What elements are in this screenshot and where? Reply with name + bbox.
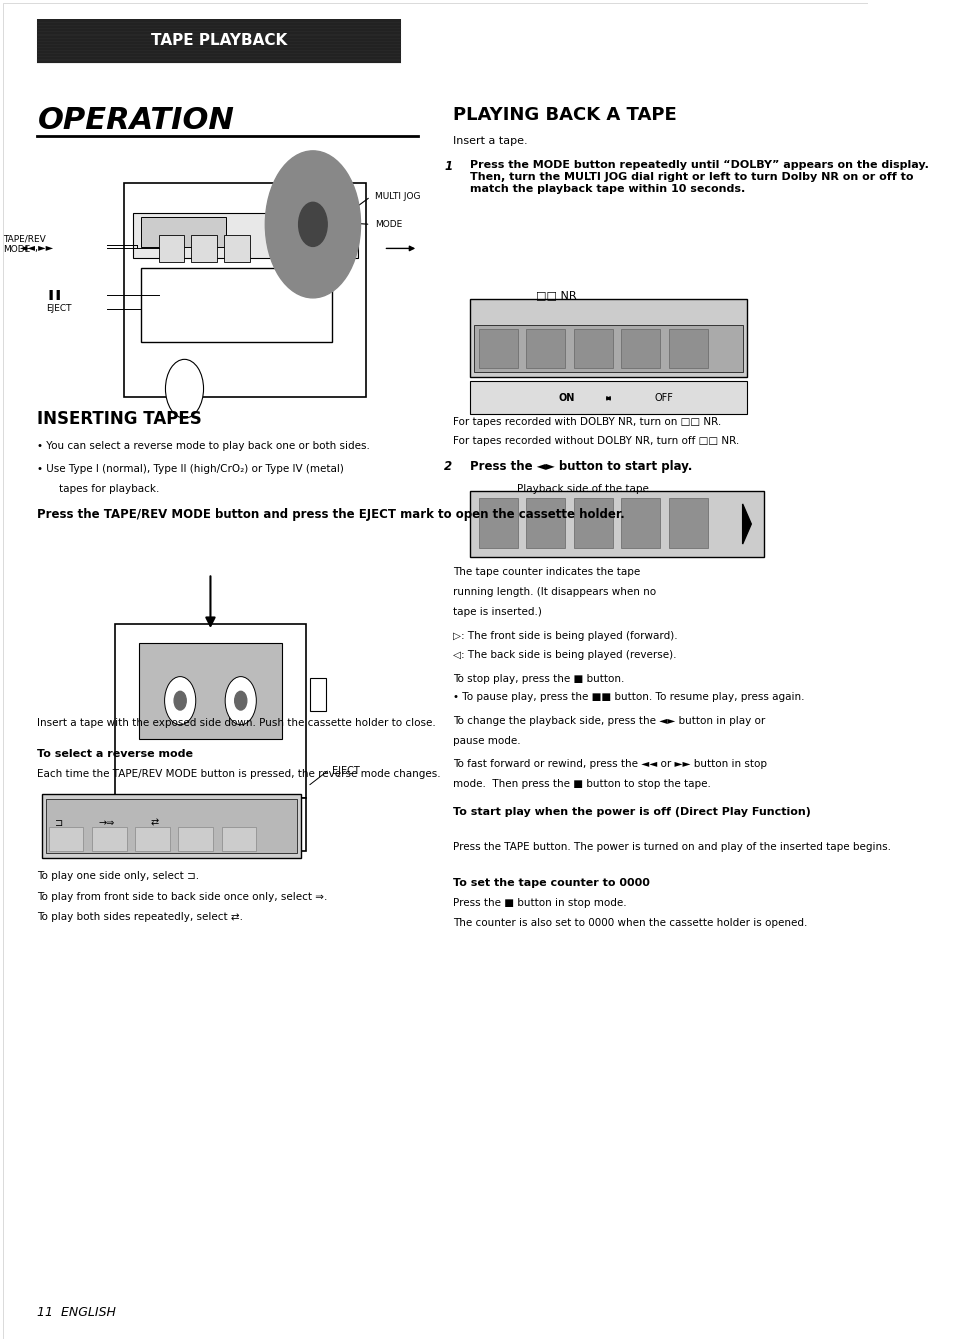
- FancyBboxPatch shape: [135, 827, 170, 851]
- Text: • To pause play, press the ■■ button. To resume play, press again.: • To pause play, press the ■■ button. To…: [453, 692, 803, 702]
- Text: OFF: OFF: [654, 393, 673, 404]
- FancyBboxPatch shape: [141, 268, 332, 342]
- FancyBboxPatch shape: [37, 19, 400, 63]
- FancyBboxPatch shape: [526, 498, 564, 548]
- Text: mode.  Then press the ■ button to stop the tape.: mode. Then press the ■ button to stop th…: [453, 780, 710, 789]
- Text: PLAYING BACK A TAPE: PLAYING BACK A TAPE: [453, 106, 676, 123]
- FancyBboxPatch shape: [478, 498, 517, 548]
- FancyBboxPatch shape: [474, 325, 741, 372]
- FancyBboxPatch shape: [42, 794, 301, 858]
- Text: ◁: The back side is being played (reverse).: ◁: The back side is being played (revers…: [453, 650, 676, 660]
- Text: ◄◄,►►: ◄◄,►►: [20, 243, 56, 254]
- Text: EJECT: EJECT: [46, 305, 71, 313]
- FancyBboxPatch shape: [115, 798, 305, 851]
- Text: Insert a tape with the exposed side down. Push the cassette holder to close.: Insert a tape with the exposed side down…: [37, 718, 436, 727]
- FancyBboxPatch shape: [470, 299, 746, 377]
- FancyBboxPatch shape: [574, 329, 612, 368]
- Text: 1: 1: [444, 161, 452, 173]
- Text: Insert a tape.: Insert a tape.: [453, 137, 527, 146]
- Text: Each time the TAPE/REV MODE button is pressed, the reverse mode changes.: Each time the TAPE/REV MODE button is pr…: [37, 769, 440, 778]
- Text: □□ NR: □□ NR: [536, 290, 577, 301]
- FancyBboxPatch shape: [526, 329, 564, 368]
- FancyBboxPatch shape: [46, 800, 296, 852]
- FancyBboxPatch shape: [139, 643, 281, 739]
- Circle shape: [225, 676, 256, 725]
- FancyBboxPatch shape: [470, 491, 763, 557]
- Text: 11  ENGLISH: 11 ENGLISH: [37, 1306, 116, 1319]
- Text: Playback side of the tape: Playback side of the tape: [517, 484, 648, 494]
- FancyBboxPatch shape: [470, 381, 746, 415]
- Circle shape: [165, 360, 203, 419]
- Circle shape: [298, 203, 327, 247]
- Text: To stop play, press the ■ button.: To stop play, press the ■ button.: [453, 674, 623, 683]
- Text: running length. (It disappears when no: running length. (It disappears when no: [453, 586, 656, 597]
- Text: • You can select a reverse mode to play back one or both sides.: • You can select a reverse mode to play …: [37, 442, 370, 451]
- Text: tape is inserted.): tape is inserted.): [453, 607, 541, 617]
- Text: • Use Type I (normal), Type II (high/CrO₂) or Type IV (metal): • Use Type I (normal), Type II (high/CrO…: [37, 464, 344, 474]
- Circle shape: [174, 691, 186, 710]
- Text: pause mode.: pause mode.: [453, 737, 519, 746]
- Text: The counter is also set to 0000 when the cassette holder is opened.: The counter is also set to 0000 when the…: [453, 918, 806, 929]
- Text: ⊐: ⊐: [55, 817, 63, 828]
- FancyBboxPatch shape: [132, 213, 357, 258]
- Text: To play both sides repeatedly, select ⇄.: To play both sides repeatedly, select ⇄.: [37, 911, 243, 922]
- FancyBboxPatch shape: [620, 498, 659, 548]
- Text: For tapes recorded without DOLBY NR, turn off □□ NR.: For tapes recorded without DOLBY NR, tur…: [453, 436, 739, 446]
- Text: To play one side only, select ⊐.: To play one side only, select ⊐.: [37, 871, 199, 882]
- Text: tapes for playback.: tapes for playback.: [59, 484, 159, 494]
- Text: For tapes recorded with DOLBY NR, turn on □□ NR.: For tapes recorded with DOLBY NR, turn o…: [453, 417, 720, 427]
- FancyBboxPatch shape: [620, 329, 659, 368]
- FancyBboxPatch shape: [668, 329, 707, 368]
- Text: →⇒: →⇒: [98, 817, 114, 828]
- FancyBboxPatch shape: [124, 184, 366, 397]
- Text: MODE: MODE: [375, 220, 402, 229]
- FancyBboxPatch shape: [668, 498, 707, 548]
- Text: TAPE/REV
MODE: TAPE/REV MODE: [3, 235, 46, 254]
- Text: ⇄: ⇄: [150, 817, 158, 828]
- FancyBboxPatch shape: [224, 235, 250, 262]
- FancyBboxPatch shape: [91, 827, 127, 851]
- Text: Press the TAPE button. The power is turned on and play of the inserted tape begi: Press the TAPE button. The power is turn…: [453, 841, 890, 852]
- Text: 2: 2: [444, 460, 452, 472]
- Circle shape: [234, 691, 247, 710]
- FancyBboxPatch shape: [178, 827, 213, 851]
- Text: EJECT: EJECT: [332, 766, 359, 776]
- FancyBboxPatch shape: [158, 235, 184, 262]
- Text: OPERATION: OPERATION: [37, 106, 234, 134]
- FancyBboxPatch shape: [115, 624, 305, 798]
- FancyBboxPatch shape: [49, 827, 83, 851]
- Text: To change the playback side, press the ◄► button in play or: To change the playback side, press the ◄…: [453, 717, 764, 726]
- Text: Press the MODE button repeatedly until “DOLBY” appears on the display. Then, tur: Press the MODE button repeatedly until “…: [470, 161, 928, 193]
- Text: To set the tape counter to 0000: To set the tape counter to 0000: [453, 878, 649, 888]
- Text: TAPE PLAYBACK: TAPE PLAYBACK: [151, 34, 287, 48]
- Text: To play from front side to back side once only, select ⇒.: To play from front side to back side onc…: [37, 891, 328, 902]
- Text: MULTI JOG: MULTI JOG: [375, 192, 420, 201]
- FancyBboxPatch shape: [221, 827, 256, 851]
- Circle shape: [265, 150, 360, 298]
- Text: ON: ON: [558, 393, 575, 404]
- FancyBboxPatch shape: [141, 217, 226, 247]
- Text: Press the ■ button in stop mode.: Press the ■ button in stop mode.: [453, 898, 626, 909]
- Text: ❚❚: ❚❚: [46, 290, 62, 301]
- Text: ▷: The front side is being played (forward).: ▷: The front side is being played (forwa…: [453, 631, 677, 641]
- FancyBboxPatch shape: [310, 678, 325, 711]
- Text: To start play when the power is off (Direct Play Function): To start play when the power is off (Dir…: [453, 808, 810, 817]
- FancyBboxPatch shape: [574, 498, 612, 548]
- Polygon shape: [741, 505, 751, 544]
- Text: Press the TAPE/REV MODE button and press the EJECT mark to open the cassette hol: Press the TAPE/REV MODE button and press…: [37, 509, 624, 521]
- Text: Press the ◄► button to start play.: Press the ◄► button to start play.: [470, 460, 692, 472]
- FancyBboxPatch shape: [192, 235, 217, 262]
- FancyBboxPatch shape: [478, 329, 517, 368]
- Circle shape: [165, 676, 195, 725]
- Text: To fast forward or rewind, press the ◄◄ or ►► button in stop: To fast forward or rewind, press the ◄◄ …: [453, 760, 766, 769]
- Text: To select a reverse mode: To select a reverse mode: [37, 749, 193, 758]
- Text: INSERTING TAPES: INSERTING TAPES: [37, 411, 202, 428]
- Text: The tape counter indicates the tape: The tape counter indicates the tape: [453, 566, 639, 577]
